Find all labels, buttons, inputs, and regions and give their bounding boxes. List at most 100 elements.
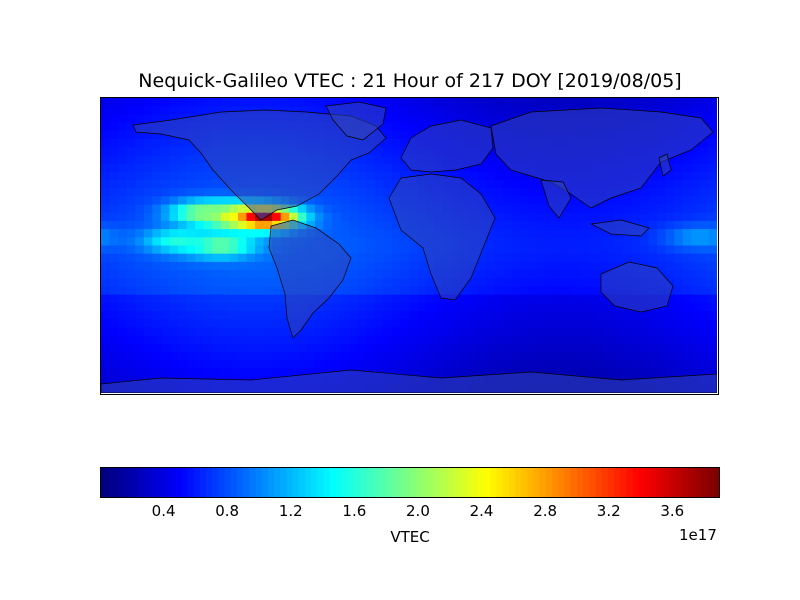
- heatmap-cell: [537, 352, 547, 361]
- heatmap-cell: [597, 253, 607, 263]
- heatmap-cell: [409, 360, 419, 369]
- heatmap-cell: [486, 229, 496, 238]
- heatmap-cell: [708, 98, 717, 107]
- heatmap-cell: [203, 327, 213, 337]
- heatmap-cell: [135, 237, 145, 246]
- heatmap-cell: [263, 270, 273, 279]
- heatmap-cell: [118, 196, 128, 206]
- heatmap-cell: [229, 98, 239, 107]
- heatmap-cell: [503, 327, 513, 337]
- colorbar-segment: [311, 468, 318, 497]
- heatmap-cell: [391, 286, 401, 296]
- heatmap-cell: [237, 253, 247, 263]
- heatmap-cell: [494, 155, 504, 165]
- heatmap-cell: [195, 327, 205, 337]
- heatmap-cell: [101, 376, 111, 386]
- heatmap-cell: [169, 171, 179, 181]
- heatmap-cell: [417, 114, 427, 124]
- heatmap-cell: [682, 163, 692, 173]
- heatmap-cell: [186, 360, 196, 369]
- heatmap-cell: [691, 106, 701, 115]
- heatmap-cell: [383, 171, 393, 181]
- heatmap-cell: [426, 327, 436, 337]
- heatmap-cell: [554, 286, 564, 296]
- heatmap-cell: [118, 368, 128, 378]
- heatmap-cell: [195, 229, 205, 238]
- heatmap-cell: [135, 147, 145, 156]
- heatmap-cell: [640, 245, 650, 255]
- heatmap-cell: [272, 352, 282, 361]
- heatmap-cell: [126, 302, 136, 312]
- heatmap-cell: [101, 360, 111, 369]
- heatmap-cell: [503, 368, 513, 378]
- heatmap-cell: [152, 130, 162, 140]
- heatmap-cell: [152, 155, 162, 165]
- heatmap-cell: [229, 270, 239, 279]
- heatmap-cell: [203, 163, 213, 173]
- heatmap-cell: [537, 204, 547, 214]
- heatmap-cell: [314, 106, 324, 115]
- heatmap-cell: [503, 163, 513, 173]
- heatmap-cell: [563, 335, 573, 345]
- heatmap-cell: [263, 302, 273, 312]
- heatmap-cell: [357, 278, 367, 287]
- heatmap-cell: [255, 245, 265, 255]
- heatmap-cell: [220, 220, 230, 230]
- heatmap-cell: [280, 327, 290, 337]
- heatmap-cell: [511, 229, 521, 238]
- heatmap-cell: [186, 327, 196, 337]
- heatmap-cell: [289, 368, 299, 378]
- heatmap-cell: [340, 294, 350, 304]
- heatmap-cell: [699, 229, 709, 238]
- heatmap-cell: [272, 294, 282, 304]
- heatmap-cell: [426, 352, 436, 361]
- heatmap-cell: [409, 311, 419, 320]
- heatmap-cell: [451, 343, 461, 353]
- heatmap-cell: [699, 327, 709, 337]
- heatmap-cell: [699, 237, 709, 246]
- heatmap-cell: [588, 261, 598, 271]
- heatmap-cell: [203, 196, 213, 206]
- heatmap-cell: [571, 237, 581, 246]
- colorbar-tick-label: 2.0: [406, 502, 430, 520]
- heatmap-cell: [708, 286, 717, 296]
- heatmap-cell: [109, 343, 119, 353]
- heatmap-cell: [468, 343, 478, 353]
- heatmap-cell: [434, 114, 444, 124]
- heatmap-cell: [622, 204, 632, 214]
- heatmap-cell: [152, 138, 162, 148]
- heatmap-cell: [622, 253, 632, 263]
- heatmap-cell: [237, 229, 247, 238]
- heatmap-cell: [135, 245, 145, 255]
- heatmap-cell: [597, 294, 607, 304]
- heatmap-cell: [511, 253, 521, 263]
- heatmap-cell: [178, 278, 188, 287]
- heatmap-cell: [263, 98, 273, 107]
- heatmap-cell: [674, 163, 684, 173]
- heatmap-cell: [323, 229, 333, 238]
- heatmap-cell: [374, 163, 384, 173]
- heatmap-cell: [691, 98, 701, 107]
- heatmap-cell: [648, 220, 658, 230]
- heatmap-cell: [682, 98, 692, 107]
- heatmap-cell: [451, 335, 461, 345]
- heatmap-cell: [186, 278, 196, 287]
- heatmap-cell: [597, 237, 607, 246]
- heatmap-cell: [391, 319, 401, 328]
- heatmap-cell: [160, 155, 170, 165]
- heatmap-cell: [186, 261, 196, 271]
- heatmap-cell: [503, 335, 513, 345]
- heatmap-cell: [143, 286, 153, 296]
- heatmap-cell: [682, 311, 692, 320]
- heatmap-cell: [588, 204, 598, 214]
- heatmap-cell: [126, 343, 136, 353]
- heatmap-cell: [665, 261, 675, 271]
- heatmap-cell: [477, 311, 487, 320]
- heatmap-cell: [101, 311, 111, 320]
- heatmap-cell: [682, 237, 692, 246]
- heatmap-cell: [545, 286, 555, 296]
- heatmap-cell: [699, 106, 709, 115]
- heatmap-cell: [503, 220, 513, 230]
- colorbar-segment: [168, 468, 176, 497]
- heatmap-cell: [494, 343, 504, 353]
